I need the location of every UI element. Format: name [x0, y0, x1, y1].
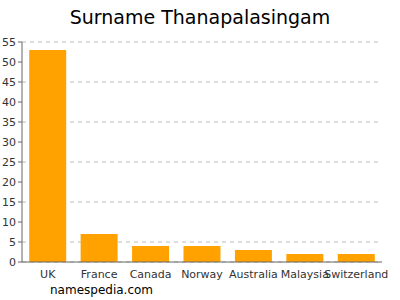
svg-text:55: 55 [8, 36, 16, 49]
svg-text:20: 20 [8, 176, 16, 189]
svg-text:30: 30 [8, 136, 16, 149]
svg-text:35: 35 [8, 116, 16, 129]
svg-text:Canada: Canada [130, 268, 172, 281]
svg-text:5: 5 [9, 236, 16, 249]
svg-text:40: 40 [8, 96, 16, 109]
svg-text:Malaysia: Malaysia [281, 268, 329, 281]
svg-text:15: 15 [8, 196, 16, 209]
svg-text:Switzerland: Switzerland [324, 268, 388, 281]
svg-text:Australia: Australia [229, 268, 278, 281]
svg-text:France: France [81, 268, 118, 281]
svg-text:UK: UK [40, 268, 56, 281]
svg-text:10: 10 [8, 216, 16, 229]
svg-text:50: 50 [8, 56, 16, 69]
svg-text:Norway: Norway [181, 268, 223, 281]
svg-text:25: 25 [8, 156, 16, 169]
svg-text:45: 45 [8, 76, 16, 89]
html-text:namespedia.com: namespedia.com [50, 283, 153, 297]
html-text:Surname Thanapalasingam: Surname Thanapalasingam [69, 6, 331, 28]
svg-text:0: 0 [9, 256, 16, 269]
